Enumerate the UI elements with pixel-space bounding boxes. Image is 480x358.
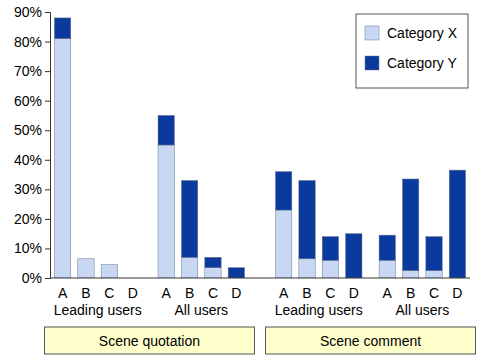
- bar: [228, 268, 244, 278]
- bars: [54, 18, 465, 278]
- y-tick-mark: [45, 101, 50, 102]
- legend-swatch: [365, 56, 379, 70]
- y-tick-mark: [45, 160, 50, 161]
- y-tick-label: 80%: [14, 34, 42, 50]
- x-tick-label: A: [162, 285, 172, 301]
- bar: [299, 259, 315, 278]
- bar: [158, 145, 174, 278]
- bar: [181, 257, 197, 278]
- x-tick-label: A: [383, 285, 393, 301]
- bar: [379, 235, 395, 260]
- y-axis: 0% 10% 20% 30% 40% 50% 60% 70% 80% 90%: [14, 4, 51, 286]
- y-tick-label: 90%: [14, 4, 42, 20]
- bar: [426, 271, 442, 278]
- group-label: Leading users: [275, 302, 363, 318]
- bar: [158, 115, 174, 145]
- x-tick-label: A: [279, 285, 289, 301]
- y-tick-label: 50%: [14, 122, 42, 138]
- x-tick-label: C: [104, 285, 114, 301]
- y-tick-label: 60%: [14, 93, 42, 109]
- x-tick-label: C: [429, 285, 439, 301]
- legend-box: [356, 14, 468, 88]
- bar: [275, 210, 291, 278]
- y-tick-label: 10%: [14, 240, 42, 256]
- y-tick-label: 0%: [22, 270, 42, 286]
- bar: [449, 170, 465, 278]
- bar: [322, 237, 338, 261]
- section-label: Scene comment: [320, 333, 421, 349]
- y-tick: 60%: [14, 93, 50, 109]
- y-tick: 50%: [14, 122, 50, 138]
- bar: [101, 264, 117, 265]
- y-tick: 0%: [22, 270, 50, 286]
- y-axis-line: [45, 13, 51, 279]
- y-tick-mark: [45, 71, 50, 72]
- y-tick-label: 70%: [14, 63, 42, 79]
- group-label: All users: [395, 302, 449, 318]
- bar: [205, 268, 221, 278]
- y-tick: 70%: [14, 63, 50, 79]
- x-tick-label: D: [452, 285, 462, 301]
- y-tick-label: 40%: [14, 152, 42, 168]
- bar: [78, 259, 94, 278]
- bar: [402, 179, 418, 271]
- bar: [379, 260, 395, 278]
- x-tick-label: D: [349, 285, 359, 301]
- x-tick-label: B: [406, 285, 415, 301]
- group-label: Leading users: [54, 302, 142, 318]
- series-bars: [54, 18, 465, 278]
- y-tick: 30%: [14, 181, 50, 197]
- x-tick-label: C: [208, 285, 218, 301]
- group-label: All users: [174, 302, 228, 318]
- x-axis-line: [50, 278, 470, 279]
- y-tick: 90%: [14, 4, 50, 20]
- y-tick: 80%: [14, 34, 50, 50]
- group-labels: Leading users All users Leading users All u…: [54, 302, 449, 318]
- bar: [299, 180, 315, 258]
- x-tick-label: D: [128, 285, 138, 301]
- y-tick: 40%: [14, 152, 50, 168]
- bar: [322, 260, 338, 278]
- section-label: Scene quotation: [99, 333, 200, 349]
- y-tick-mark: [45, 278, 50, 279]
- x-tick-label: B: [302, 285, 311, 301]
- bar: [54, 39, 70, 278]
- y-tick: 10%: [14, 240, 50, 256]
- x-tick-label: C: [325, 285, 335, 301]
- y-tick-label: 20%: [14, 211, 42, 227]
- y-tick: 20%: [14, 211, 50, 227]
- section-box: [44, 327, 254, 354]
- section-labels: Scene quotation Scene comment: [44, 327, 475, 354]
- y-tick-mark: [45, 42, 50, 43]
- legend-swatch: [365, 26, 379, 40]
- bar: [426, 237, 442, 271]
- y-tick-label: 30%: [14, 181, 42, 197]
- y-tick-mark: [45, 219, 50, 220]
- x-tick-labels: ABCDABCDABCDABCD: [58, 285, 463, 301]
- y-tick-mark: [45, 248, 50, 249]
- y-tick-mark: [45, 12, 50, 13]
- y-tick-mark: [45, 130, 50, 131]
- bar: [78, 258, 94, 259]
- section-box: [266, 327, 476, 354]
- legend-label: Category Y: [387, 55, 457, 71]
- x-tick-label: B: [81, 285, 90, 301]
- legend-label: Category X: [387, 25, 458, 41]
- y-tick-mark: [45, 189, 50, 190]
- bar: [101, 265, 117, 278]
- bar: [402, 271, 418, 278]
- x-tick-label: B: [185, 285, 194, 301]
- bar: [54, 18, 70, 39]
- x-tick-label: A: [58, 285, 68, 301]
- bar: [181, 180, 197, 257]
- bar: [205, 257, 221, 267]
- x-tick-label: D: [231, 285, 241, 301]
- bar: [346, 234, 362, 278]
- bar: [275, 172, 291, 210]
- chart: 0%10%20%30%40%50%60%70%80%90%ABCDABCDABC…: [0, 0, 480, 358]
- legend: Category X Category Y: [356, 14, 468, 88]
